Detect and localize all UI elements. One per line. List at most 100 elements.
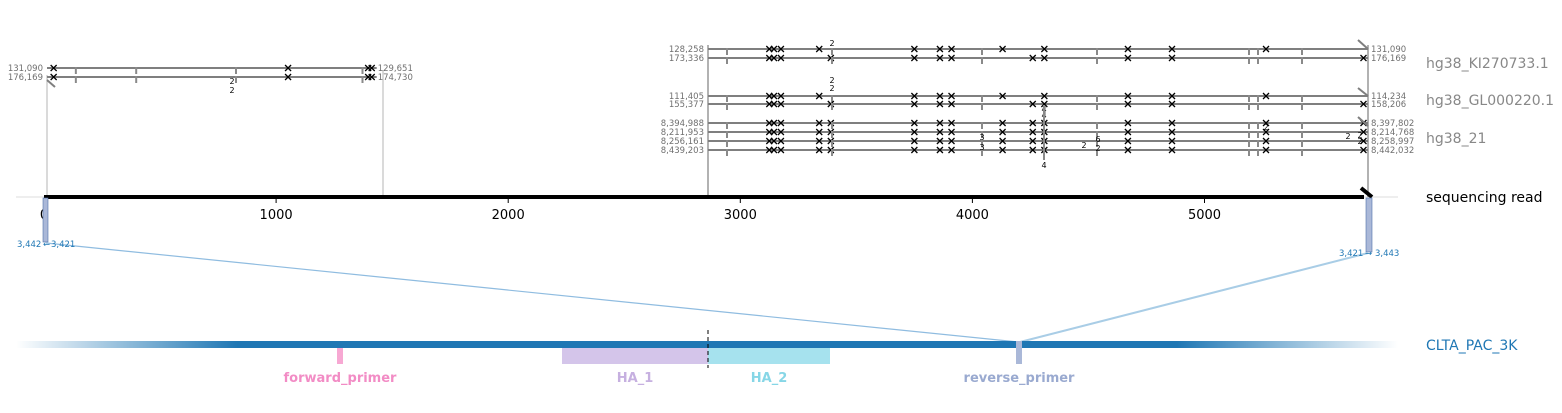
sequencing-read: 010002000300040005000 <box>40 186 1374 223</box>
right-mapping-line <box>1019 252 1369 343</box>
mismatch-marker <box>1360 128 1367 136</box>
mismatch-marker <box>368 73 376 81</box>
forward-primer-label: forward_primer <box>284 371 398 386</box>
mismatch-marker <box>1262 137 1270 145</box>
mismatch-marker <box>50 64 58 72</box>
mismatch-marker <box>948 128 955 136</box>
mismatch-marker <box>284 73 292 81</box>
mismatch-marker <box>777 92 785 100</box>
right-alignment-start: 8,256,161 <box>661 137 704 147</box>
mismatch-marker <box>936 137 944 145</box>
mismatch-marker <box>1124 146 1132 154</box>
mismatch-marker <box>999 137 1007 145</box>
mismatch-marker <box>1262 92 1270 100</box>
right-alignment-end: 8,258,997 <box>1371 137 1414 147</box>
right-alignment-end: 8,214,768 <box>1371 128 1414 138</box>
mismatch-marker <box>948 137 955 145</box>
ha1-feature <box>562 348 708 364</box>
mismatch-marker <box>770 119 778 127</box>
mismatch-marker <box>910 45 918 53</box>
mismatch-marker <box>1124 100 1132 108</box>
mismatch-marker <box>777 45 785 53</box>
right-mapping-arrow: → <box>1365 249 1372 259</box>
mismatch-marker <box>1360 54 1367 62</box>
mismatch-marker <box>777 119 785 127</box>
mismatch-marker <box>1360 146 1367 154</box>
reverse-primer-label: reverse_primer <box>964 371 1076 386</box>
block-connectors <box>46 45 1369 197</box>
right-block-strand-hook <box>1357 87 1369 97</box>
read-tick-label: 1000 <box>260 208 293 223</box>
read-tick-label: 2000 <box>492 208 525 223</box>
count-label: 2 <box>829 84 834 93</box>
right-mapping-bar <box>1365 197 1373 253</box>
mismatch-marker <box>1029 137 1037 145</box>
right-alignment-end: 176,169 <box>1371 54 1406 64</box>
forward-primer-feature <box>337 348 343 364</box>
mismatch-marker <box>815 137 823 145</box>
mismatch-marker <box>1262 128 1270 136</box>
mismatch-marker <box>1124 119 1132 127</box>
right-alignment-start: 155,377 <box>669 100 704 110</box>
mismatch-marker <box>1040 92 1048 100</box>
ha1-label: HA_1 <box>617 371 654 386</box>
right-alignment-block: 128,258 131,090 173,336 176,169 111,405 114,2… <box>661 39 1415 170</box>
indel-count: 2 <box>229 86 234 95</box>
mismatch-marker <box>1360 137 1367 145</box>
count-label: 2 <box>1095 144 1100 153</box>
count-label: 2 <box>1263 123 1268 132</box>
right-alignment-end: 8,397,802 <box>1371 119 1414 129</box>
left-alignment-start: 176,169 <box>8 73 43 83</box>
mismatch-marker <box>948 100 955 108</box>
mismatch-marker <box>936 100 944 108</box>
left-alignment-end: 129,651 <box>378 64 413 74</box>
mismatch-marker <box>770 100 778 108</box>
right-alignment-start: 128,258 <box>669 45 704 55</box>
mismatch-marker <box>770 128 778 136</box>
right-alignment-end: 114,234 <box>1371 92 1406 102</box>
mismatch-marker <box>936 146 944 154</box>
mismatch-marker <box>999 92 1007 100</box>
mismatch-marker <box>910 128 918 136</box>
mismatch-marker <box>1168 45 1176 53</box>
mismatch-marker <box>910 54 918 62</box>
right-block-strand-hook <box>1357 39 1369 50</box>
mismatch-marker <box>1168 92 1176 100</box>
mismatch-marker <box>284 64 292 72</box>
mismatch-marker <box>948 45 955 53</box>
read-tick-label: 5000 <box>1188 208 1221 223</box>
mismatch-marker <box>1029 54 1037 62</box>
right-alignment-end: 8,442,032 <box>1371 146 1414 156</box>
right-alignment-start: 8,394,988 <box>661 119 704 129</box>
right-mapping-from: 3,421 <box>1339 249 1363 259</box>
mismatch-marker <box>1124 137 1132 145</box>
count-label: 2 <box>1357 131 1362 140</box>
mismatch-marker <box>1029 128 1037 136</box>
left-mapping-bar <box>42 197 49 243</box>
mismatch-marker <box>815 146 823 154</box>
mismatch-marker <box>948 146 955 154</box>
left-mapping-line <box>45 242 1019 343</box>
right-alignment-start: 173,336 <box>669 54 704 64</box>
mismatch-marker <box>948 119 955 127</box>
mismatch-marker <box>1168 119 1176 127</box>
mismatch-marker <box>948 54 955 62</box>
read-arrowhead <box>1359 186 1374 199</box>
left-mapping-to: 3,421 <box>51 240 75 250</box>
right-alignment-end: 158,206 <box>1371 100 1406 110</box>
mismatch-marker <box>936 128 944 136</box>
mismatch-marker <box>1262 45 1270 53</box>
mismatch-marker <box>910 92 918 100</box>
mismatch-marker <box>777 54 785 62</box>
right-alignment-start: 8,211,953 <box>661 128 704 138</box>
amplicon-label: CLTA_PAC_3K <box>1426 338 1518 354</box>
left-mapping-arrow: ← <box>43 240 50 250</box>
reference-label-gl000220: hg38_GL000220.1 <box>1426 93 1554 109</box>
left-block-strand-hook <box>46 79 56 88</box>
count-label: 3 <box>979 133 984 142</box>
mismatch-marker <box>368 64 376 72</box>
ha2-label: HA_2 <box>751 371 788 386</box>
mismatch-marker <box>1029 146 1037 154</box>
mismatch-marker <box>1124 54 1132 62</box>
